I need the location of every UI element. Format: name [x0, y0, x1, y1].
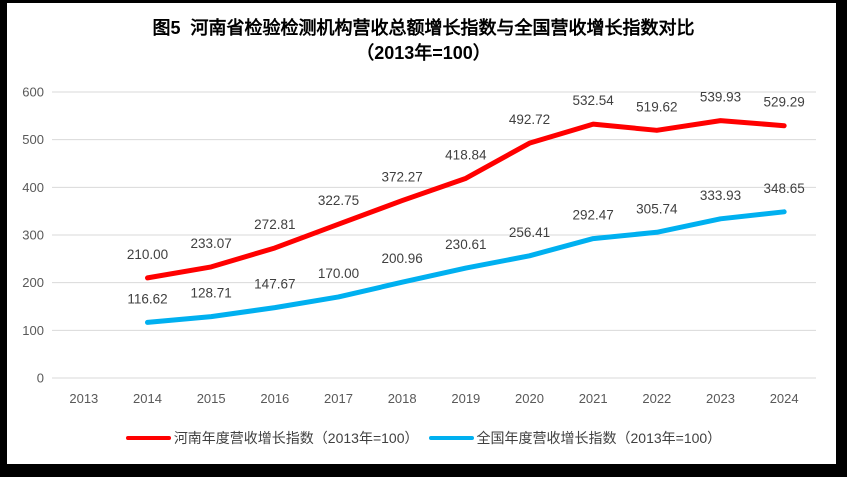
national-index-label-2017: 170.00 — [318, 266, 359, 281]
henan-index-label-2017: 322.75 — [318, 193, 359, 208]
national-index-label-2024: 348.65 — [764, 181, 805, 196]
x-axis-tick-2013: 2013 — [69, 391, 98, 406]
y-axis-tick-500: 500 — [22, 132, 44, 147]
x-axis-tick-2019: 2019 — [451, 391, 480, 406]
y-axis-tick-600: 600 — [22, 85, 44, 100]
chart-legend: 河南年度营收增长指数（2013年=100） 全国年度营收增长指数（2013年=10… — [0, 428, 847, 448]
legend-swatch-national-index — [428, 435, 474, 441]
y-axis-tick-100: 100 — [22, 323, 44, 338]
henan-index-label-2018: 372.27 — [382, 170, 423, 185]
henan-index-label-2016: 272.81 — [254, 217, 295, 232]
national-index-label-2023: 333.93 — [700, 188, 741, 203]
x-axis-tick-2024: 2024 — [770, 391, 799, 406]
national-index-label-2020: 256.41 — [509, 225, 550, 240]
y-axis-tick-300: 300 — [22, 228, 44, 243]
x-axis-tick-2015: 2015 — [197, 391, 226, 406]
national-index-label-2022: 305.74 — [636, 201, 678, 216]
henan-index-label-2024: 529.29 — [764, 95, 805, 110]
henan-index-line — [145, 118, 787, 281]
legend-label-henan-index: 河南年度营收增长指数（2013年=100） — [173, 430, 419, 446]
national-index-label-2015: 128.71 — [191, 286, 232, 301]
national-index-label-2021: 292.47 — [573, 208, 614, 223]
x-axis-tick-2023: 2023 — [706, 391, 735, 406]
national-index-label-2014: 116.62 — [127, 291, 167, 306]
henan-index-label-2019: 418.84 — [445, 147, 487, 162]
henan-index-label-2020: 492.72 — [509, 112, 550, 127]
national-index-label-2018: 200.96 — [382, 251, 423, 266]
henan-index-label-2021: 532.54 — [573, 93, 615, 108]
henan-index-label-2023: 539.93 — [700, 90, 741, 105]
x-axis-tick-2018: 2018 — [388, 391, 417, 406]
x-axis-tick-2020: 2020 — [515, 391, 544, 406]
y-axis-tick-400: 400 — [22, 180, 44, 195]
legend-swatch-henan-index — [125, 435, 171, 441]
henan-index-label-2015: 233.07 — [191, 236, 232, 251]
chart-title-line2: （2013年=100） — [356, 43, 491, 63]
chart-title-line1: 图5 河南省检验检测机构营收总额增长指数与全国营收增长指数对比 — [152, 18, 695, 38]
legend-item-national-index: 全国年度营收增长指数（2013年=100） — [428, 428, 722, 448]
x-axis-tick-2014: 2014 — [133, 391, 162, 406]
national-index-label-2019: 230.61 — [445, 237, 486, 252]
x-axis-tick-2021: 2021 — [579, 391, 608, 406]
national-index-line — [145, 209, 787, 325]
x-axis-tick-2022: 2022 — [642, 391, 671, 406]
y-axis-tick-0: 0 — [37, 371, 44, 386]
henan-index-label-2014: 210.00 — [127, 247, 168, 262]
national-index-label-2016: 147.67 — [254, 277, 295, 292]
x-axis-tick-2017: 2017 — [324, 391, 353, 406]
legend-label-national-index: 全国年度营收增长指数（2013年=100） — [476, 430, 722, 446]
legend-item-henan-index: 河南年度营收增长指数（2013年=100） — [125, 428, 419, 448]
y-axis-tick-200: 200 — [22, 275, 44, 290]
henan-index-label-2022: 519.62 — [636, 99, 677, 114]
x-axis-tick-2016: 2016 — [260, 391, 289, 406]
